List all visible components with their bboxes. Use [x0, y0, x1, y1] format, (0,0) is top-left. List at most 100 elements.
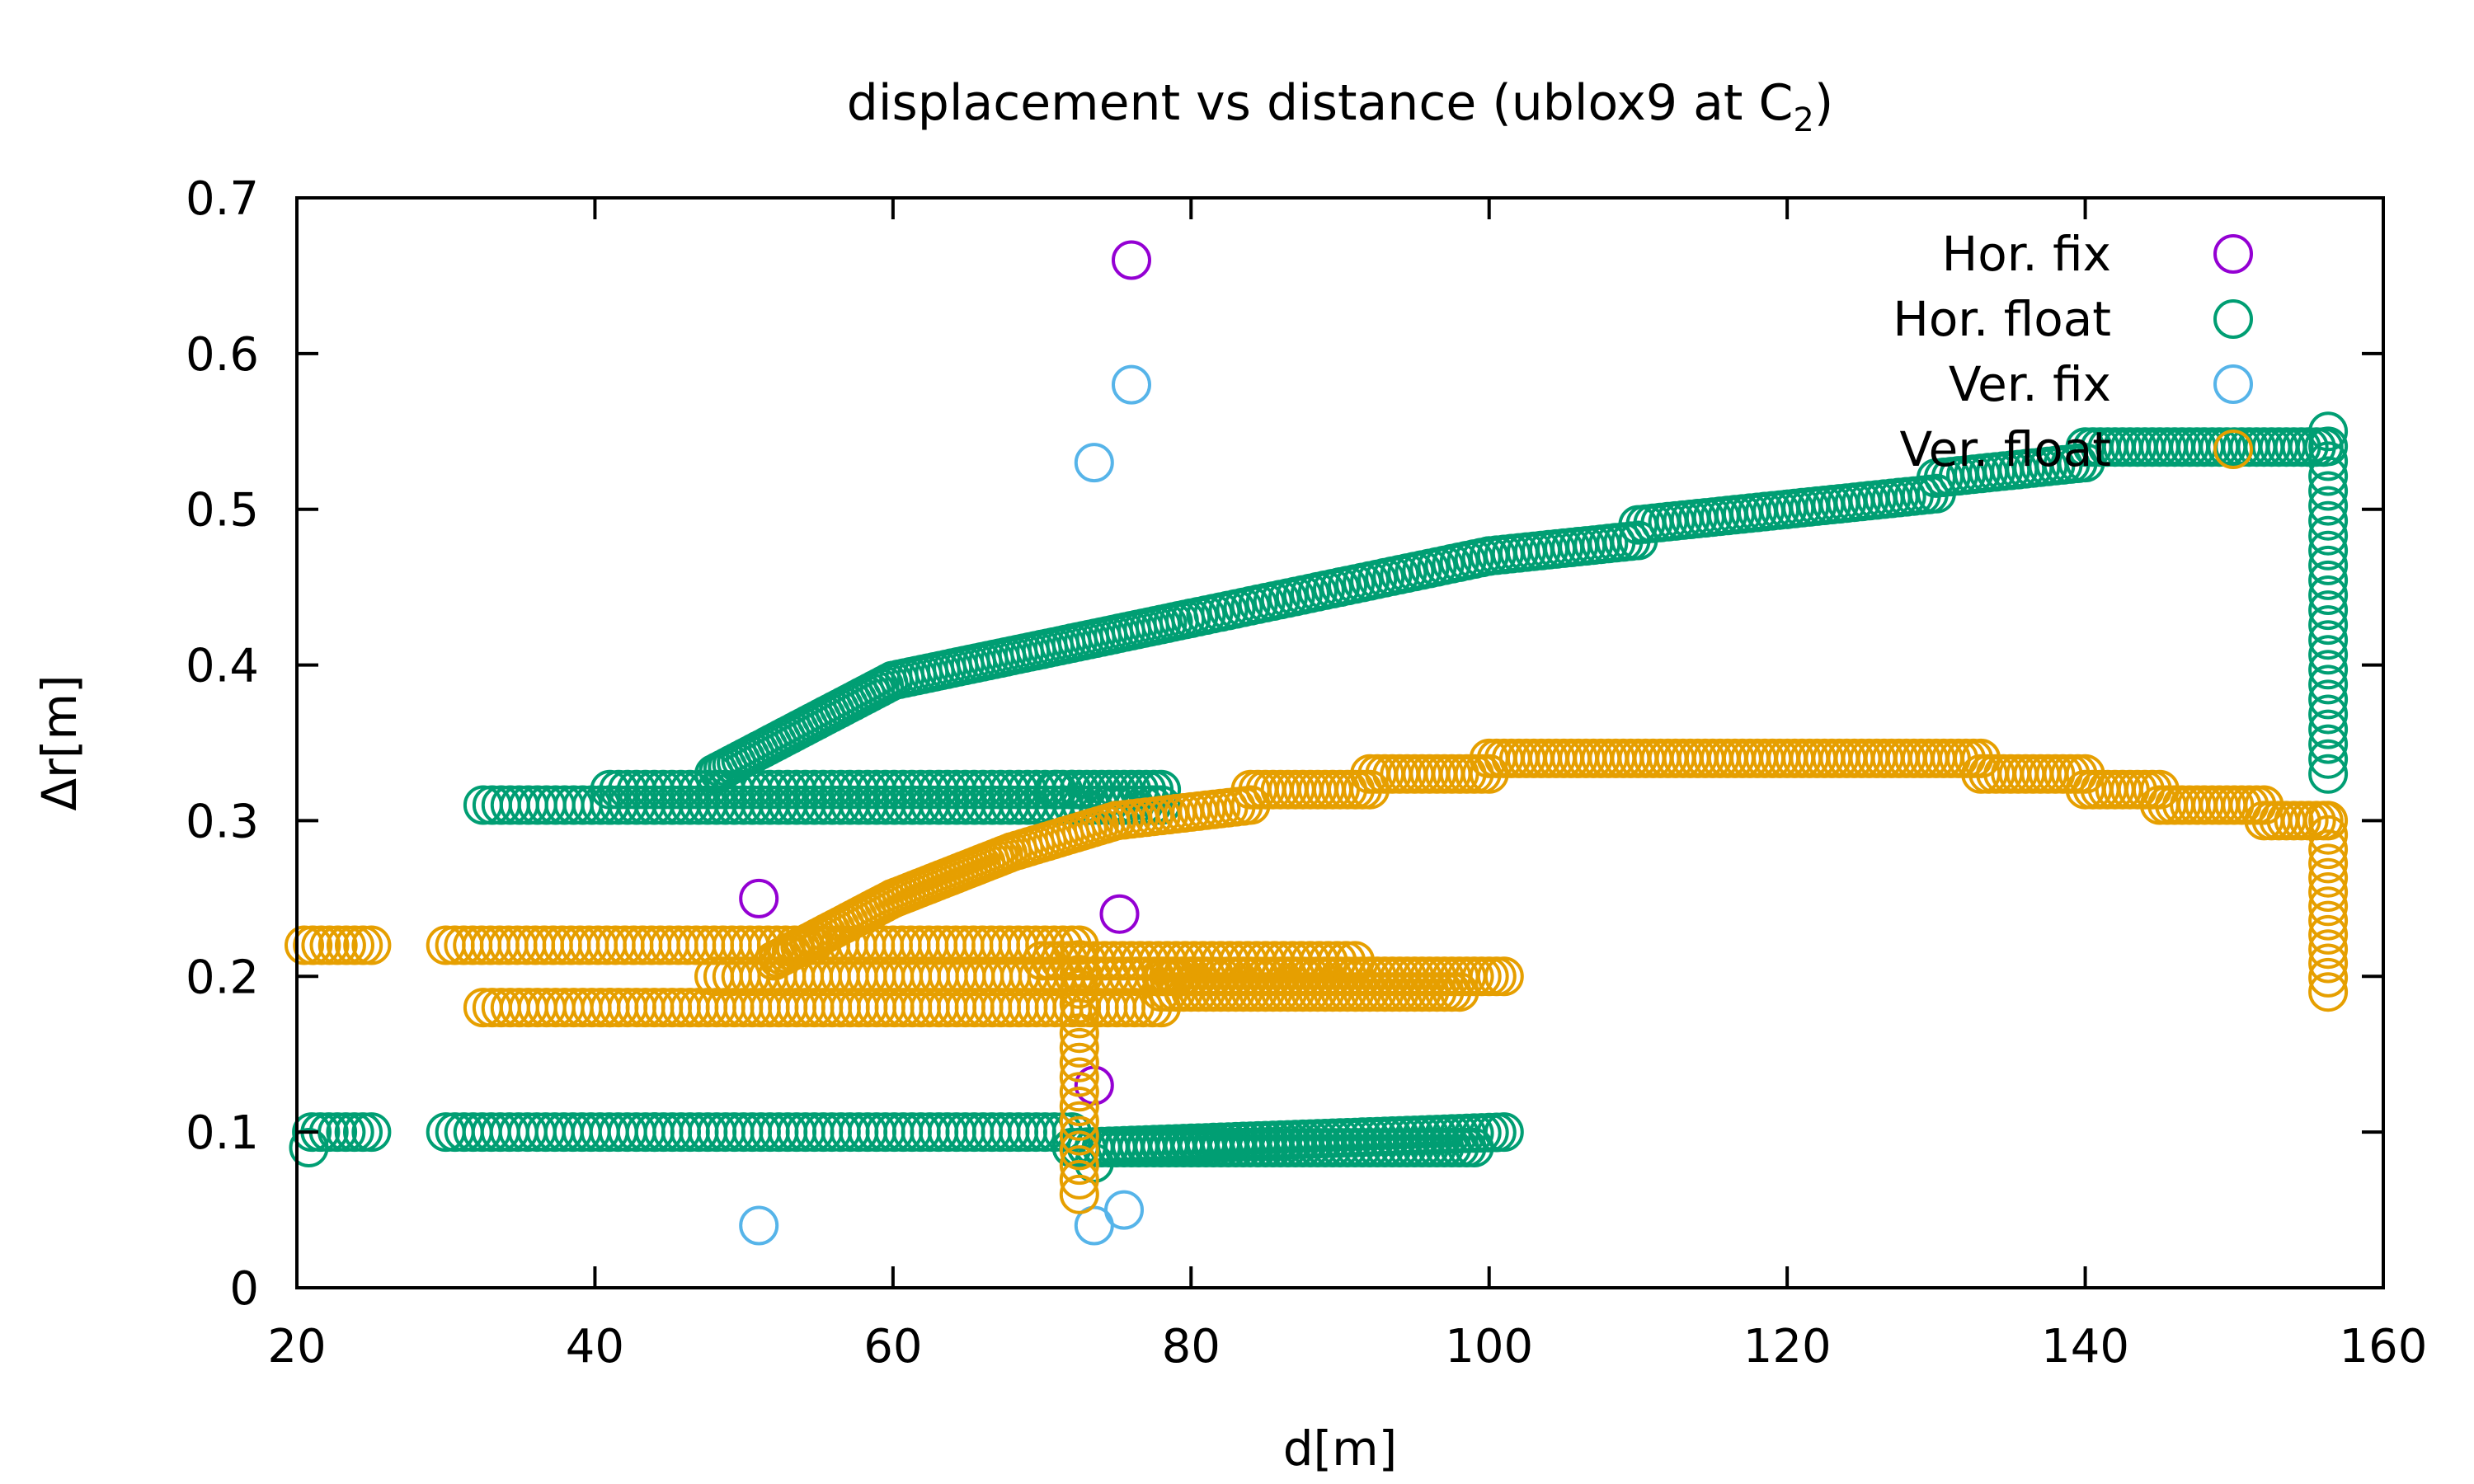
data-point [2308, 829, 2349, 870]
legend-entry: Hor. fix [1942, 226, 2253, 282]
data-point [1059, 1087, 1099, 1126]
data-point [2308, 471, 2349, 511]
data-point [1074, 443, 1114, 483]
data-point [1059, 1042, 1099, 1082]
legend-marker [2213, 234, 2253, 274]
data-point [343, 925, 383, 965]
data-point [2308, 801, 2349, 841]
data-point [1439, 972, 1479, 1012]
data-point [2308, 620, 2349, 660]
y-tick-label: 0 [229, 1262, 259, 1316]
data-point [739, 878, 779, 918]
chart-title: displacement vs distance (ublox9 at C2) [847, 74, 1834, 139]
data-point [1112, 364, 1151, 405]
data-point [292, 1112, 332, 1153]
data-point [293, 925, 333, 965]
legend-label: Hor. fix [1942, 226, 2111, 282]
data-point [351, 925, 392, 965]
data-point [289, 1128, 329, 1167]
data-point [1059, 955, 1099, 995]
data-point [335, 925, 374, 965]
y-tick-label: 0.6 [186, 328, 259, 382]
points-layer [285, 240, 2349, 1246]
data-point [2308, 635, 2349, 675]
data-point [2308, 575, 2349, 615]
legend-label: Hor. float [1893, 291, 2111, 347]
legend-label: Ver. float [1899, 421, 2111, 477]
data-point [1059, 1174, 1099, 1214]
data-point [2308, 872, 2349, 912]
data-point [2308, 857, 2349, 898]
data-point [1037, 769, 1077, 810]
data-point [1104, 1190, 1144, 1230]
data-point [2308, 943, 2349, 984]
data-point [2308, 914, 2349, 955]
data-point [1059, 940, 1099, 980]
data-point [2308, 694, 2349, 735]
data-point [351, 1112, 392, 1153]
y-tick-label: 0.3 [186, 795, 259, 848]
data-point [309, 925, 350, 965]
legend: Hor. fix Hor. float Ver. fix Ver. float [1893, 226, 2253, 477]
data-point [2308, 815, 2349, 855]
data-point [2308, 972, 2349, 1012]
data-point [2308, 929, 2349, 970]
x-axis-label: d[m] [1283, 1421, 1398, 1477]
y-tick-label: 0.4 [186, 640, 259, 693]
data-point [326, 1112, 366, 1153]
data-point [1059, 1072, 1099, 1112]
series-3 [285, 738, 2349, 1214]
x-tick-label: 40 [566, 1320, 624, 1374]
data-point [2308, 900, 2349, 941]
data-point [1059, 1057, 1099, 1097]
data-point [2308, 411, 2349, 452]
y-tick-label: 0.7 [186, 172, 259, 226]
data-point [2308, 530, 2349, 571]
x-tick-label: 160 [2340, 1320, 2428, 1374]
data-point [2308, 441, 2349, 481]
data-point [1059, 1159, 1099, 1200]
data-point [2308, 500, 2349, 541]
x-tick-label: 100 [1445, 1320, 1533, 1374]
ticks-layer: 20 40 60 80 100 120 140 160 0 0.1 0.2 0.3 0.4 0.5 0.6 0… [186, 172, 2428, 1374]
legend-entry: Hor. float [1893, 291, 2253, 347]
data-point [301, 925, 341, 965]
plot-frame [295, 196, 2385, 1289]
data-point [2308, 957, 2349, 998]
data-point [2308, 843, 2349, 884]
y-tick-label: 0.2 [186, 951, 259, 1004]
x-tick-label: 140 [2041, 1320, 2129, 1374]
data-point [2308, 486, 2349, 526]
data-point [2308, 709, 2349, 749]
data-point [2308, 456, 2349, 496]
data-point [2308, 426, 2349, 467]
data-point [1059, 998, 1099, 1039]
data-point [2308, 724, 2349, 764]
data-point [2308, 665, 2349, 705]
data-point [1059, 1145, 1099, 1186]
data-point [1112, 240, 1151, 280]
chart-title-subscript: 2 [1793, 101, 1813, 139]
x-tick-label: 120 [1743, 1320, 1832, 1374]
data-point [1059, 1027, 1099, 1068]
data-point [2308, 545, 2349, 585]
data-point [1454, 1128, 1494, 1167]
data-point [2308, 650, 2349, 690]
y-axis-label: Δr[m] [31, 674, 87, 810]
data-point [1059, 925, 1099, 965]
data-point [285, 925, 324, 965]
data-point [317, 925, 358, 965]
x-tick-label: 20 [267, 1320, 326, 1374]
legend-label: Ver. fix [1949, 356, 2111, 412]
chart-title-close: ) [1814, 74, 1833, 132]
data-point [739, 1205, 779, 1246]
data-point [1059, 1115, 1099, 1156]
data-point [2308, 590, 2349, 631]
y-tick-label: 0.5 [186, 484, 259, 538]
data-point [2308, 679, 2349, 720]
legend-marker [2213, 299, 2253, 339]
data-point [1099, 894, 1140, 934]
chart-title-main: displacement vs distance (ublox9 at C [847, 74, 1794, 132]
data-point [326, 925, 366, 965]
